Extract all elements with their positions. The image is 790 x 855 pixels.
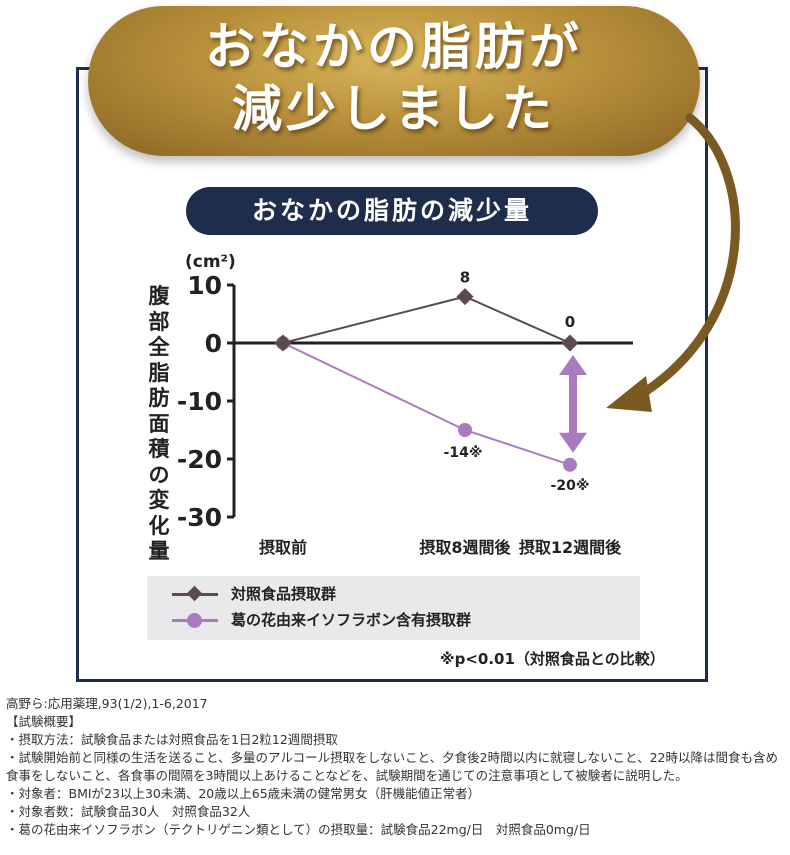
legend-label-isoflavone: 葛の花由来イソフラボン含有摂取群	[231, 611, 472, 629]
y-tick-label: 0	[205, 329, 222, 358]
data-label: -20※	[551, 478, 590, 494]
circle-marker-icon	[187, 613, 202, 628]
series-line-1	[282, 342, 571, 466]
headline-line-2: 減少しました	[232, 79, 556, 138]
data-point-isoflavone	[458, 423, 472, 437]
y-tick-label: -10	[177, 387, 222, 416]
study-item: ・試験開始前と同様の生活を送ること、多量のアルコール摂取をしないこと、夕食後2時…	[6, 750, 778, 783]
data-label: 8	[460, 269, 470, 287]
study-summary-heading: 【試験概要】	[6, 714, 82, 729]
x-tick-label: 摂取8週間後	[419, 538, 511, 557]
citation: 高野ら:応用薬理,93(1/2),1-6,2017	[6, 696, 208, 711]
x-tick-label: 摂取12週間後	[519, 538, 622, 557]
series-line-0	[282, 295, 571, 344]
chart-title: おなかの脂肪の減少量	[186, 187, 598, 235]
y-tick-label: 10	[187, 271, 222, 300]
arrow-head-icon	[606, 376, 652, 412]
y-tick-label: -20	[177, 445, 222, 474]
data-point-control	[274, 334, 292, 352]
arrow-up-icon	[559, 355, 587, 375]
significance-note: ※p<0.01（対照食品との比較）	[440, 650, 665, 668]
x-tick-label: 摂取前	[259, 538, 307, 557]
y-axis-unit: (cm²)	[185, 252, 236, 272]
headline-line-1: おなかの脂肪が	[205, 17, 583, 76]
data-point-control	[561, 334, 579, 352]
study-item: ・葛の花由来イソフラボン（テクトリゲニン類として）の摂取量：試験食品22mg/日…	[6, 822, 591, 837]
study-footnote: 高野ら:応用薬理,93(1/2),1-6,2017 【試験概要】 ・摂取方法：試…	[6, 695, 786, 839]
legend-label-control: 対照食品摂取群	[231, 585, 337, 603]
legend: 対照食品摂取群 葛の花由来イソフラボン含有摂取群	[147, 576, 640, 640]
line-chart: 10 0 -10 -20 -30 摂取前 摂取8週間後 摂取12週間後 8 0 -14※ -20※	[177, 113, 740, 557]
study-item: ・摂取方法：試験食品または対照食品を1日2粒12週間摂取	[6, 732, 338, 747]
data-label: -14※	[444, 445, 483, 461]
data-point-isoflavone	[563, 457, 577, 472]
legend-item-control: 対照食品摂取群	[147, 580, 640, 608]
arrow-down-icon	[559, 432, 587, 453]
headline-banner: おなかの脂肪が 減少しました	[88, 6, 700, 156]
y-tick-label: -30	[177, 503, 222, 532]
curved-pointer-arrow	[635, 113, 740, 400]
data-point-control	[456, 288, 474, 306]
data-label: 0	[565, 313, 575, 331]
study-item: ・対象者数：試験食品30人 対照食品32人	[6, 804, 251, 819]
diamond-marker-icon	[186, 585, 203, 602]
legend-item-isoflavone: 葛の花由来イソフラボン含有摂取群	[147, 606, 640, 634]
y-axis-label: 腹部全脂肪面積の変化量	[148, 284, 170, 563]
study-item: ・対象者：BMIが23以上30未満、20歳以上65歳未満の健常男女（肝機能値正常…	[6, 786, 481, 801]
